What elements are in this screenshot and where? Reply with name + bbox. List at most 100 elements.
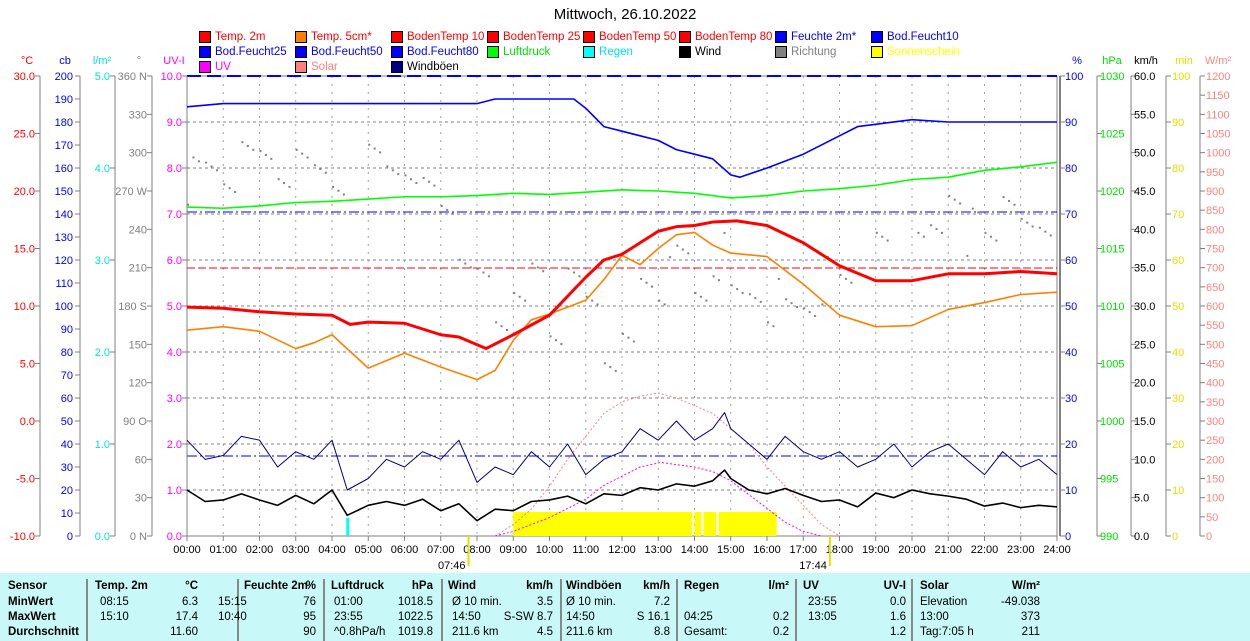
- direction-dot: [506, 329, 508, 331]
- axis-tick-label: 35.0: [1134, 263, 1155, 275]
- axis-tick-label: 120: [55, 255, 73, 267]
- direction-dot: [676, 244, 679, 247]
- sunshine-bar: [576, 512, 581, 536]
- sunshine-bar: [655, 512, 659, 536]
- axis-tick-label: 0: [1172, 531, 1178, 543]
- series-windb-en: [186, 412, 1058, 491]
- axis-tick-label: 0 N: [130, 531, 147, 543]
- direction-dot: [464, 262, 467, 265]
- legend-label: Luftdruck: [503, 46, 551, 58]
- direction-dot: [850, 281, 853, 284]
- direction-dot: [596, 303, 599, 306]
- sunshine-bar: [767, 512, 771, 536]
- legend-label: BodenTemp 50: [599, 31, 677, 43]
- direction-dot: [313, 164, 316, 167]
- sunshine-bar: [733, 512, 738, 536]
- axis-unit-label: °: [137, 55, 141, 67]
- axis-tick-label: 200: [1206, 454, 1224, 466]
- uv-line: [495, 461, 822, 537]
- legend-label: Wind: [695, 46, 722, 58]
- direction-dot: [513, 291, 516, 294]
- axis-tick-label: 80: [1065, 163, 1077, 175]
- direction-dot: [658, 299, 661, 302]
- axis-tick-label: 30: [1172, 393, 1184, 405]
- direction-dot: [391, 169, 394, 172]
- sunshine-bar: [591, 512, 596, 536]
- table-cell: 90: [303, 626, 316, 638]
- legend-item: Bod.Feucht80: [391, 46, 479, 58]
- table-row: Durchschnitt 11.60 90 ^0.8hPa/h 1019.8 211.6 …: [0, 626, 1250, 641]
- axis-tick-label: 80: [61, 347, 73, 359]
- direction-dot: [718, 279, 721, 282]
- table-cell: 1.6: [890, 611, 906, 623]
- column-header: Regen: [684, 580, 720, 592]
- legend-label: Temp. 5cm*: [311, 31, 372, 43]
- axis-tick-label: 40: [1065, 347, 1077, 359]
- axis-unit-label: l/m²: [93, 55, 112, 67]
- axis-tick-label: 100: [1172, 71, 1190, 83]
- axis-tick-label: 3.0: [167, 393, 182, 405]
- column-header: Luftdruck: [331, 580, 385, 592]
- x-tick-label: 13:00: [644, 544, 672, 556]
- legend-label: UV: [215, 61, 231, 73]
- x-tick-label: 22:00: [971, 544, 999, 556]
- axis-unit-label: UV-I: [163, 55, 184, 67]
- sunshine-bar: [773, 512, 777, 536]
- x-tick-label: 21:00: [934, 544, 962, 556]
- axis-tick-label: 0.0: [95, 531, 110, 543]
- x-tick-label: 19:00: [862, 544, 890, 556]
- column-header: Temp. 2m: [95, 580, 148, 592]
- series-luftdruck: [186, 161, 1058, 210]
- legend-item: Temp. 2m: [199, 31, 266, 43]
- table-cell: 04:25: [684, 611, 713, 623]
- axis-tick-label: 30.0: [14, 71, 35, 83]
- x-tick-label: 12:00: [608, 544, 636, 556]
- direction-dot: [984, 231, 987, 234]
- sunshine-bar: [612, 512, 617, 536]
- direction-dot: [785, 298, 788, 301]
- direction-dot: [844, 277, 847, 280]
- direction-dot: [379, 151, 382, 154]
- sunshine-bar: [561, 512, 566, 536]
- x-tick-label: 09:00: [499, 544, 527, 556]
- direction-dot: [614, 369, 617, 372]
- direction-dot: [386, 165, 389, 168]
- direction-dot: [790, 302, 793, 305]
- table-cell: 23:55: [334, 611, 363, 623]
- axis-tick-label: 100: [1065, 71, 1083, 83]
- sunshine-bar: [688, 512, 692, 536]
- axis-tick-label: 995: [1100, 474, 1118, 486]
- column-separator: [911, 579, 913, 641]
- direction-dot: [803, 307, 806, 310]
- series-feuchte-2m-: [186, 98, 1057, 178]
- axis-tick-label: 20.0: [1134, 378, 1155, 390]
- axis-tick-label: 30.0: [1134, 301, 1155, 313]
- axis-tick-label: 25.0: [14, 129, 35, 141]
- direction-dot: [223, 183, 226, 186]
- axis-tick-label: 190: [55, 94, 73, 106]
- sunshine-bar: [736, 512, 741, 536]
- direction-dot: [759, 300, 762, 303]
- sunshine-bar: [754, 512, 759, 536]
- legend-swatch: [583, 31, 595, 43]
- sunshine-bar: [739, 512, 744, 536]
- sunshine-bar: [570, 512, 575, 536]
- legend-item: Sonnenschein: [871, 46, 960, 58]
- direction-dot: [446, 208, 449, 211]
- axis-tick-label: 5.0: [95, 71, 110, 83]
- direction-dot: [578, 275, 581, 278]
- axis-tick-label: 180 S: [118, 301, 147, 313]
- axis-tick-label: 50: [61, 416, 73, 428]
- axis-tick-label: -5.0: [16, 474, 35, 486]
- sunshine-bar: [673, 512, 677, 536]
- axis-tick-label: 20: [1172, 439, 1184, 451]
- axis-tick-label: 30: [1065, 393, 1077, 405]
- direction-dot: [264, 153, 267, 156]
- direction-dot: [549, 335, 552, 338]
- direction-dot: [917, 231, 920, 234]
- axis-tick-label: 270 W: [115, 186, 147, 198]
- x-tick-label: 04:00: [318, 544, 346, 556]
- direction-dot: [821, 303, 824, 306]
- direction-dot: [839, 274, 842, 277]
- sunshine-bar: [555, 512, 560, 536]
